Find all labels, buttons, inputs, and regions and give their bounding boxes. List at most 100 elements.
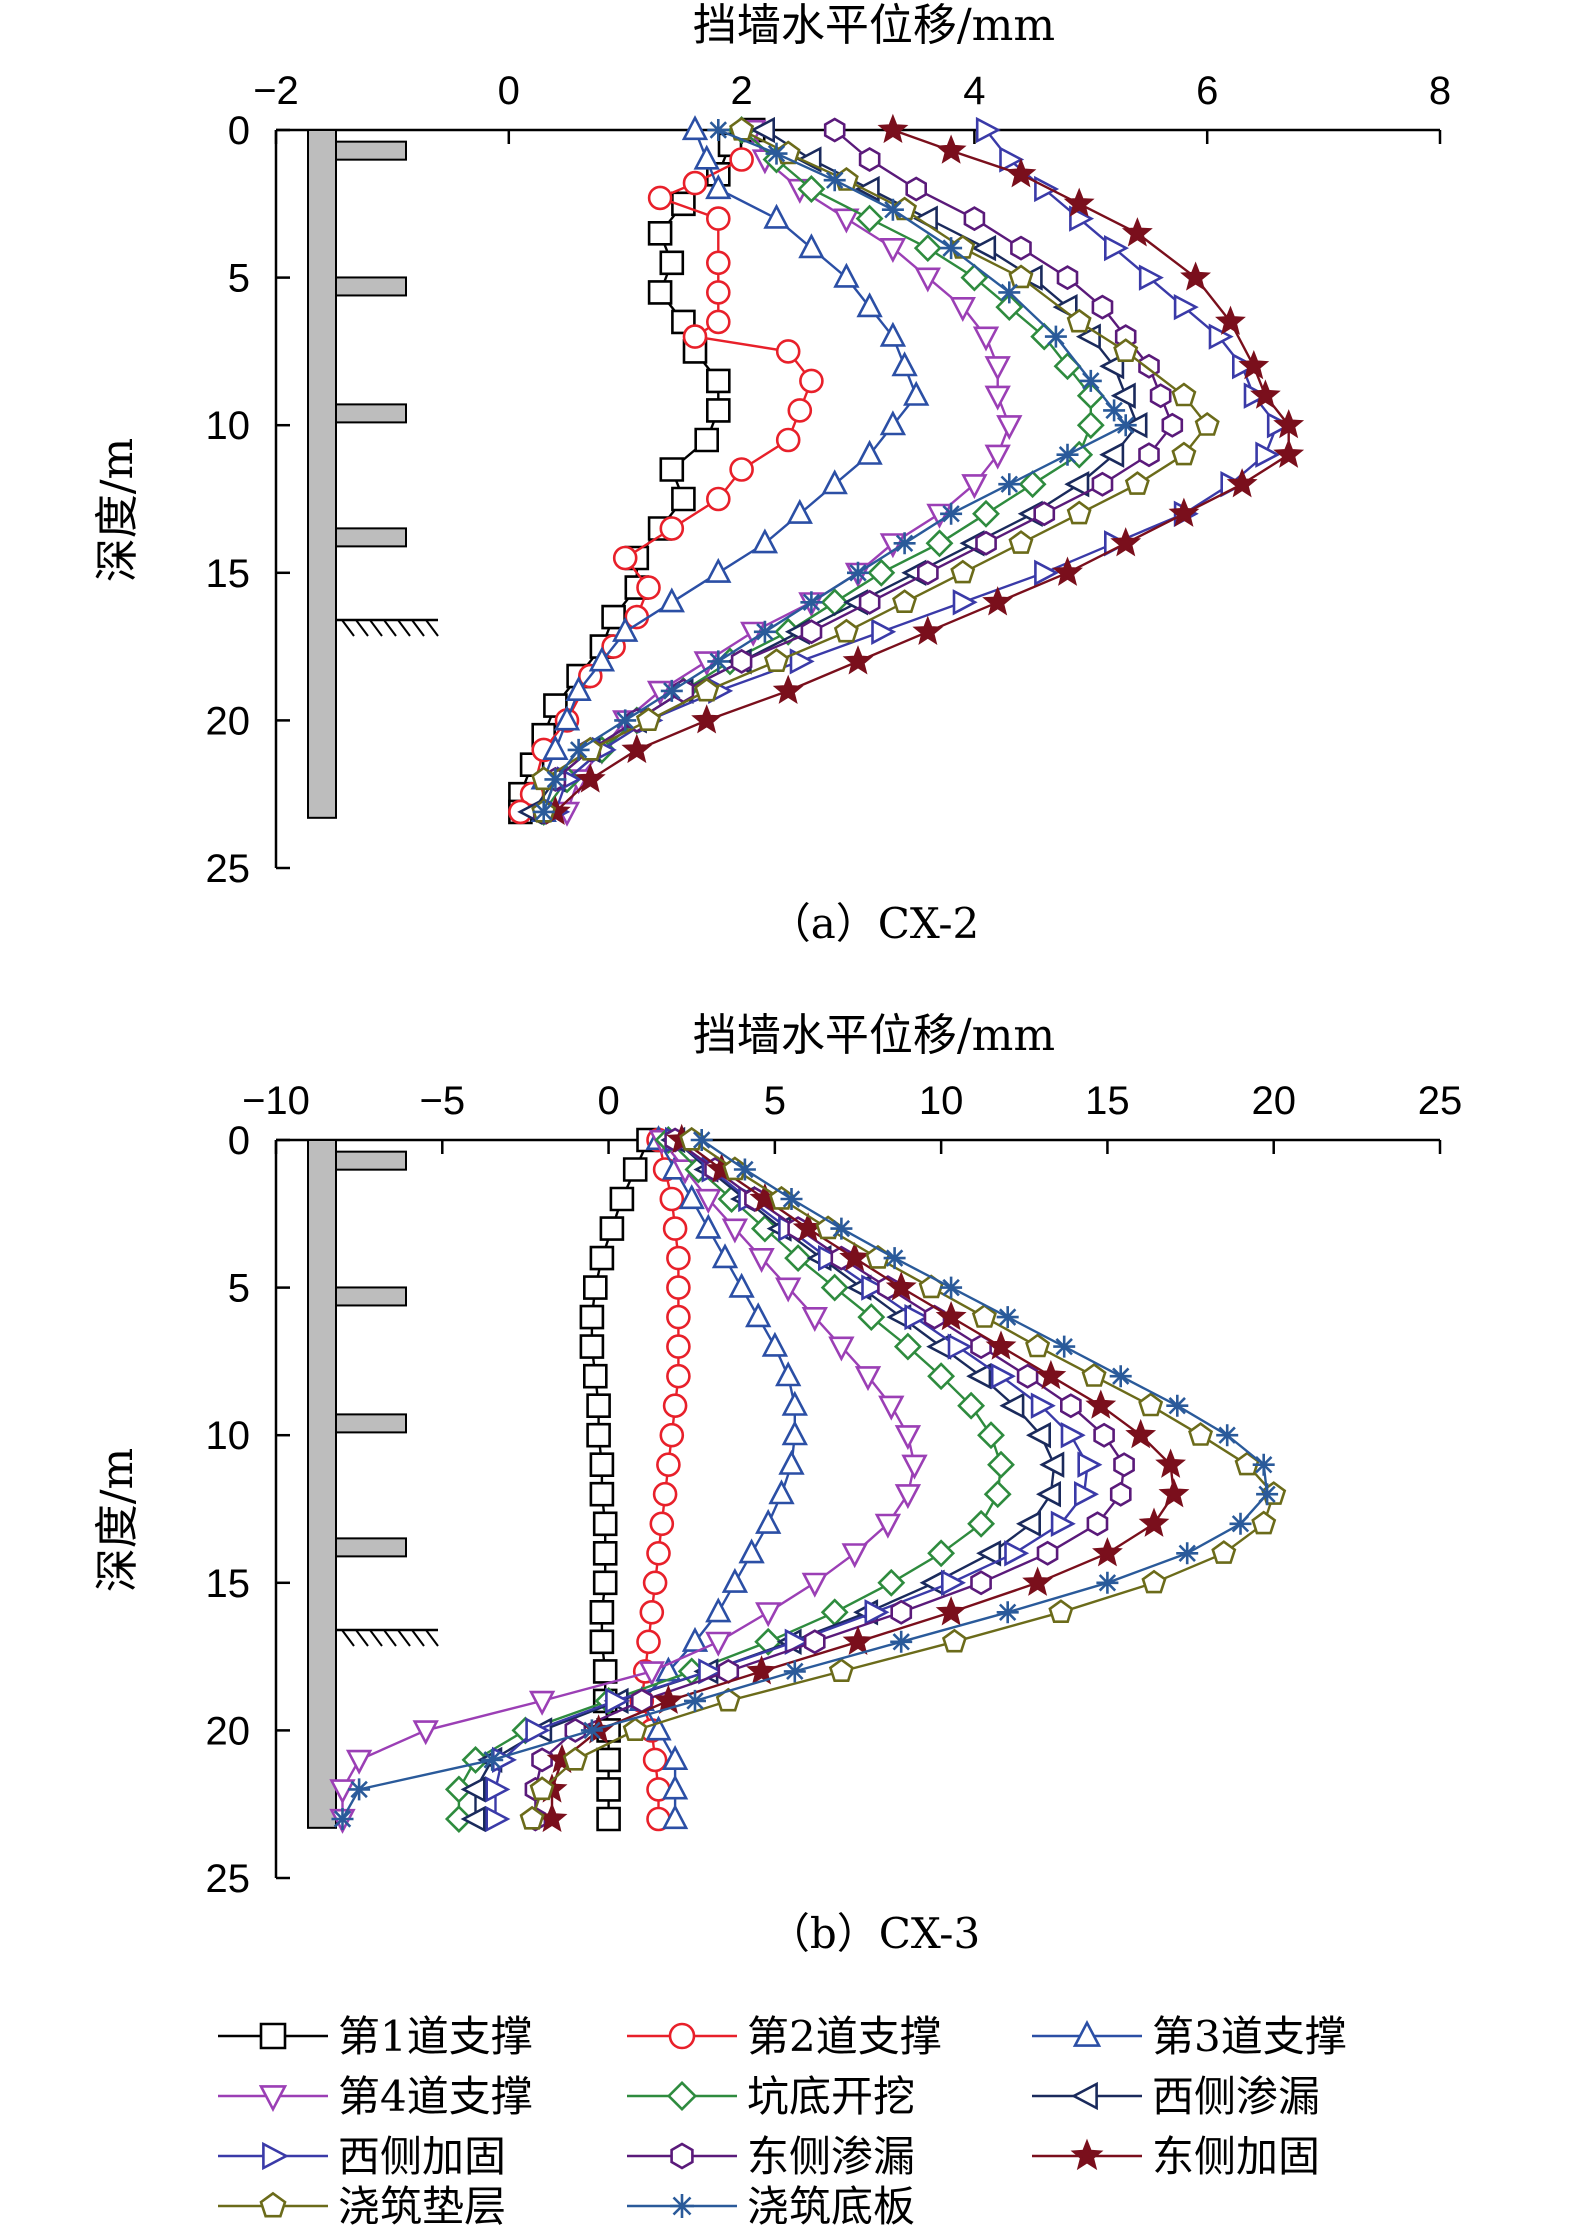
data-point [592,1541,618,1566]
legend-marker [1070,2138,1104,2171]
series-line [565,129,1011,813]
data-point [636,1629,661,1655]
data-point [775,1277,802,1303]
data-point [750,1214,779,1243]
data-point [592,1570,618,1596]
data-point [1273,438,1305,468]
data-point [985,1330,1017,1360]
caption-b: （b）CX-3 [768,1909,980,1958]
data-point [695,1188,722,1214]
hatch [355,619,369,637]
data-point [890,1630,913,1653]
data-point [894,1425,922,1451]
data-point [801,1307,828,1332]
data-point [940,502,963,525]
data-point [1188,1422,1214,1446]
data-point [1050,1510,1076,1537]
data-point [614,709,637,732]
legend-item: 东侧渗漏 [627,2132,915,2181]
data-point [960,263,989,292]
legend-label: 东侧渗漏 [747,2132,915,2181]
data-point [642,1747,668,1773]
data-point [638,1661,665,1687]
data-point [821,469,848,495]
data-point [705,309,731,335]
panel-cx-3: 挡墙水平位移/mm 深度/m （b）CX-3 −10 −5 0 5 10 15 20 25 0 5… [92,1010,1462,1958]
data-point [609,1186,635,1212]
data-point [1079,369,1102,392]
data-point [778,1449,805,1475]
data-point [666,1245,691,1271]
data-point [412,1720,439,1746]
data-point [1256,1483,1279,1506]
legend-marker [259,2191,287,2218]
data-point [783,1660,806,1683]
data-point [1044,325,1067,348]
data-point [877,1568,906,1597]
data-point [858,589,881,615]
data-point [1039,1451,1065,1478]
data-point [519,1805,545,1830]
data-point [983,1480,1012,1509]
y-tick-label: 15 [206,552,251,596]
data-point [693,144,720,170]
data-point [705,206,731,231]
data-point [941,1569,966,1596]
x-tick-label: −2 [253,69,299,113]
data-point [842,645,874,675]
legend-item: 西侧加固 [218,2132,506,2181]
data-point [878,1395,905,1421]
data-point [605,1687,631,1715]
data-point [1036,1481,1061,1508]
data-point [729,457,754,482]
data-point [705,174,732,200]
data-point [893,1332,922,1361]
strut [335,527,407,548]
data-point [1066,500,1092,525]
data-point [923,1304,946,1330]
data-point [998,281,1021,304]
data-point [971,234,997,262]
data-point [528,1690,556,1716]
hatch [397,1629,411,1647]
data-point [1064,471,1090,498]
data-point [799,368,824,394]
data-point [531,1747,553,1773]
legend-label: 浇筑垫层 [338,2182,506,2226]
legend-label: 西侧加固 [338,2132,506,2181]
data-point [682,324,708,349]
data-point [707,650,730,673]
data-point [1110,527,1142,557]
data-point [684,1689,706,1712]
data-point [1109,1365,1132,1388]
data-point [995,293,1024,322]
data-point [935,134,967,164]
data-point [659,1186,685,1212]
hatch [355,1629,369,1647]
data-point [892,589,918,613]
data-point [874,1513,902,1539]
data-point [894,1484,922,1510]
data-point [647,221,673,246]
data-point [1066,308,1092,333]
legend-marker [259,2022,287,2050]
hatch [383,1629,397,1647]
legend-marker [666,2080,698,2112]
data-point [1121,217,1153,247]
data-point [589,1600,615,1625]
data-point [586,1422,611,1448]
data-point [579,1334,605,1359]
data-point [935,1300,967,1331]
data-point [890,1599,913,1625]
data-point [950,559,976,584]
data-point [775,427,801,453]
data-point [529,1776,555,1801]
x-tick-label: 15 [1085,1079,1130,1123]
data-point [1060,1422,1086,1449]
data-point [588,646,616,672]
data-point [706,398,731,423]
hatch [425,1629,439,1647]
data-point [904,1303,930,1331]
data-point [740,621,767,647]
data-point [659,457,685,482]
